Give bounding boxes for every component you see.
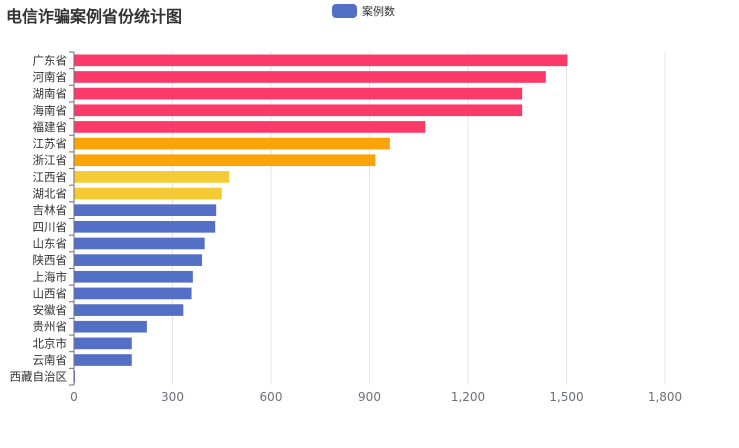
bar-1	[74, 71, 546, 83]
category-label: 福建省	[33, 120, 68, 134]
x-tick-label: 0	[70, 390, 78, 404]
category-label: 江西省	[33, 170, 68, 184]
category-label: 上海市	[33, 270, 68, 284]
x-tick-label: 300	[161, 390, 184, 404]
x-tick-label: 1,200	[451, 390, 485, 404]
category-label: 湖北省	[33, 187, 68, 201]
chart-title: 电信诈骗案例省份统计图	[6, 7, 183, 26]
category-label: 陕西省	[33, 253, 68, 267]
category-label: 安徽省	[33, 303, 68, 317]
bar-0	[74, 54, 568, 67]
bar-18	[74, 354, 132, 366]
category-label: 西藏自治区	[10, 370, 68, 384]
bar-14	[74, 287, 192, 300]
bar-16	[74, 320, 147, 333]
x-tick-label: 1,800	[648, 390, 682, 404]
category-label: 山西省	[33, 286, 68, 300]
bars	[74, 54, 568, 383]
bar-17	[74, 337, 132, 350]
category-label: 湖南省	[33, 87, 68, 101]
bar-7	[74, 171, 230, 183]
category-label: 江苏省	[33, 137, 68, 151]
category-label: 吉林省	[33, 203, 68, 217]
category-label: 河南省	[33, 70, 68, 84]
bar-12	[74, 254, 203, 266]
x-tick-label: 600	[260, 390, 283, 404]
legend-swatch	[332, 4, 357, 18]
grid-lines	[172, 52, 666, 385]
category-label: 四川省	[33, 220, 68, 234]
category-label: 山东省	[33, 236, 68, 250]
x-tick-label: 900	[358, 390, 381, 404]
category-label: 贵州省	[33, 320, 68, 334]
bar-6	[74, 154, 376, 167]
bar-3	[74, 104, 523, 117]
category-label: 广东省	[33, 53, 68, 67]
category-label: 云南省	[33, 353, 68, 367]
bar-15	[74, 304, 184, 316]
x-tick-label: 1,500	[549, 390, 583, 404]
category-label: 浙江省	[33, 153, 68, 167]
labels: 0 300 600 900 1,200 1,500 1,800 广东省河南省湖南省海南省福建省…	[10, 53, 683, 404]
bar-2	[74, 87, 523, 100]
axes	[69, 51, 75, 386]
bar-5	[74, 137, 390, 150]
bar-10	[74, 220, 216, 233]
legend-label: 案例数	[362, 5, 395, 18]
legend[interactable]: 案例数	[332, 3, 395, 19]
bar-8	[74, 187, 222, 200]
bar-13	[74, 270, 193, 283]
category-label: 北京市	[33, 336, 68, 350]
bar-4	[74, 121, 426, 133]
bar-11	[74, 237, 205, 250]
bar-9	[74, 204, 217, 217]
category-label: 海南省	[33, 103, 68, 117]
